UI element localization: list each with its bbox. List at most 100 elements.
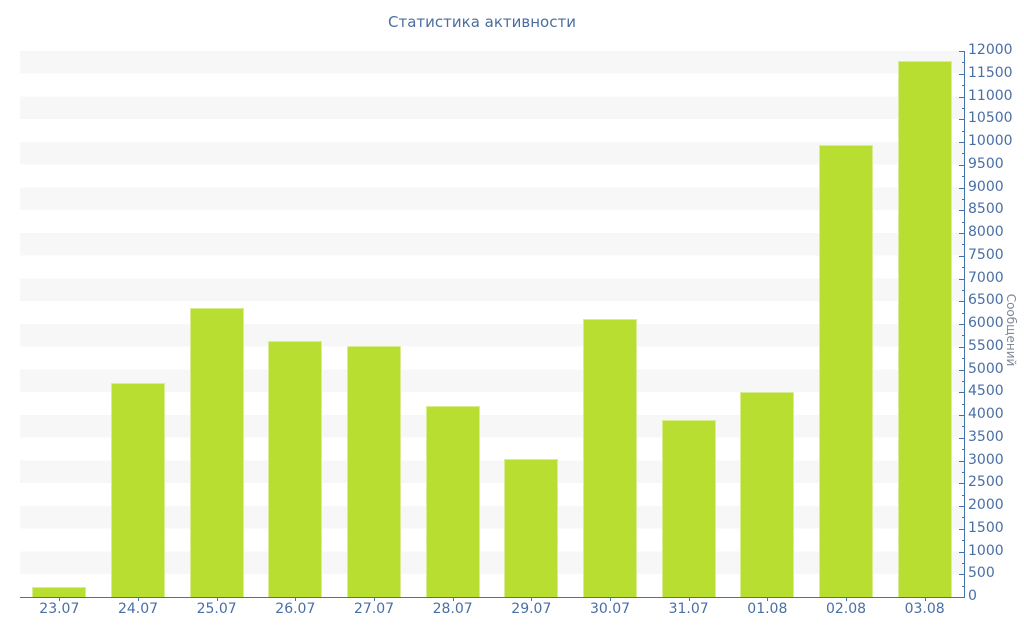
y-axis-label: 6000: [968, 315, 1004, 331]
bar-02.08[interactable]: [819, 145, 873, 597]
y-major-tick: [959, 74, 965, 75]
x-axis-label: 29.07: [511, 601, 552, 617]
x-tick: [216, 597, 218, 601]
bar-01.08[interactable]: [740, 392, 795, 597]
x-axis-label: 02.08: [825, 601, 867, 617]
plot-area: [20, 51, 965, 598]
x-axis-label: 23.07: [39, 601, 80, 617]
x-axis-label: 03.08: [904, 601, 945, 617]
y-minor-tick: [962, 586, 965, 587]
bar-23.07[interactable]: [32, 587, 87, 597]
x-axis-label: 30.07: [589, 601, 631, 617]
y-axis-title: Сообщений: [1004, 293, 1018, 367]
x-tick: [138, 597, 139, 601]
y-major-tick: [959, 461, 965, 462]
y-minor-tick: [962, 335, 965, 336]
x-tick: [295, 597, 297, 601]
y-axis-label: 3500: [968, 429, 1004, 445]
y-major-tick: [959, 256, 965, 257]
y-minor-tick: [962, 563, 965, 564]
y-major-tick: [959, 574, 965, 575]
y-axis-label: 11500: [968, 65, 1013, 81]
y-major-tick: [959, 233, 965, 234]
bar-31.07[interactable]: [661, 420, 716, 597]
y-axis-label: 5500: [968, 338, 1004, 354]
y-minor-tick: [962, 381, 965, 382]
bar-24.07[interactable]: [111, 383, 165, 597]
bar-27.07[interactable]: [347, 346, 401, 597]
x-axis-label: 27.07: [353, 601, 395, 617]
y-axis-label: 10500: [968, 110, 1013, 126]
y-minor-tick: [962, 517, 965, 518]
y-major-tick: [959, 279, 965, 280]
y-axis-label: 9000: [968, 179, 1004, 195]
y-minor-tick: [962, 199, 965, 200]
y-major-tick: [959, 597, 965, 598]
x-tick: [688, 597, 690, 601]
y-major-tick: [959, 142, 965, 143]
y-minor-tick: [962, 153, 965, 154]
y-axis-label: 2500: [968, 474, 1004, 490]
x-axis-label: 28.07: [432, 601, 473, 617]
x-tick: [610, 597, 611, 601]
y-axis-label: 7000: [968, 270, 1004, 286]
y-major-tick: [959, 347, 965, 348]
y-minor-tick: [962, 472, 965, 473]
bar-26.07[interactable]: [268, 341, 323, 597]
y-axis-label: 9500: [968, 156, 1004, 172]
x-tick: [59, 597, 61, 601]
y-axis-label: 6500: [968, 292, 1004, 308]
y-major-tick: [959, 415, 965, 416]
y-major-tick: [959, 97, 965, 98]
y-axis-label: 12000: [968, 42, 1013, 58]
y-minor-tick: [962, 404, 965, 405]
y-axis-label: 3000: [968, 452, 1004, 468]
x-tick: [846, 597, 847, 601]
y-minor-tick: [962, 313, 965, 314]
y-axis-label: 4500: [968, 383, 1004, 399]
y-major-tick: [959, 392, 965, 393]
y-minor-tick: [962, 290, 965, 291]
y-major-tick: [959, 210, 965, 211]
y-axis-label: 500: [968, 565, 995, 581]
x-tick: [531, 597, 533, 601]
x-tick: [924, 597, 926, 601]
y-minor-tick: [962, 358, 965, 359]
y-major-tick: [959, 165, 965, 166]
y-major-tick: [959, 370, 965, 371]
bar-30.07[interactable]: [583, 319, 637, 597]
y-minor-tick: [962, 449, 965, 450]
y-axis-label: 8000: [968, 224, 1004, 240]
y-minor-tick: [962, 267, 965, 268]
y-axis-label: 5000: [968, 361, 1004, 377]
x-axis-label: 01.08: [747, 601, 788, 617]
y-axis-label: 0: [968, 588, 977, 604]
y-major-tick: [959, 506, 965, 507]
y-major-tick: [959, 552, 965, 553]
x-axis-label: 24.07: [117, 601, 159, 617]
y-major-tick: [959, 438, 965, 439]
x-axis-label: 25.07: [196, 601, 237, 617]
y-axis-label: 2000: [968, 497, 1004, 513]
bar-29.07[interactable]: [504, 459, 559, 597]
y-minor-tick: [962, 222, 965, 223]
y-major-tick: [959, 301, 965, 302]
y-major-tick: [959, 188, 965, 189]
y-axis-label: 1000: [968, 543, 1004, 559]
y-minor-tick: [962, 108, 965, 109]
y-minor-tick: [962, 244, 965, 245]
x-tick: [452, 597, 454, 601]
x-axis-label: 31.07: [668, 601, 709, 617]
y-minor-tick: [962, 176, 965, 177]
x-axis-label: 26.07: [275, 601, 316, 617]
y-major-tick: [959, 51, 965, 52]
bar-25.07[interactable]: [189, 308, 244, 597]
y-minor-tick: [962, 62, 965, 63]
bar-28.07[interactable]: [425, 406, 480, 597]
bar-03.08[interactable]: [897, 61, 952, 597]
y-axis-label: 11000: [968, 88, 1013, 104]
y-axis-label: 8500: [968, 201, 1004, 217]
y-major-tick: [959, 324, 965, 325]
y-minor-tick: [962, 426, 965, 427]
